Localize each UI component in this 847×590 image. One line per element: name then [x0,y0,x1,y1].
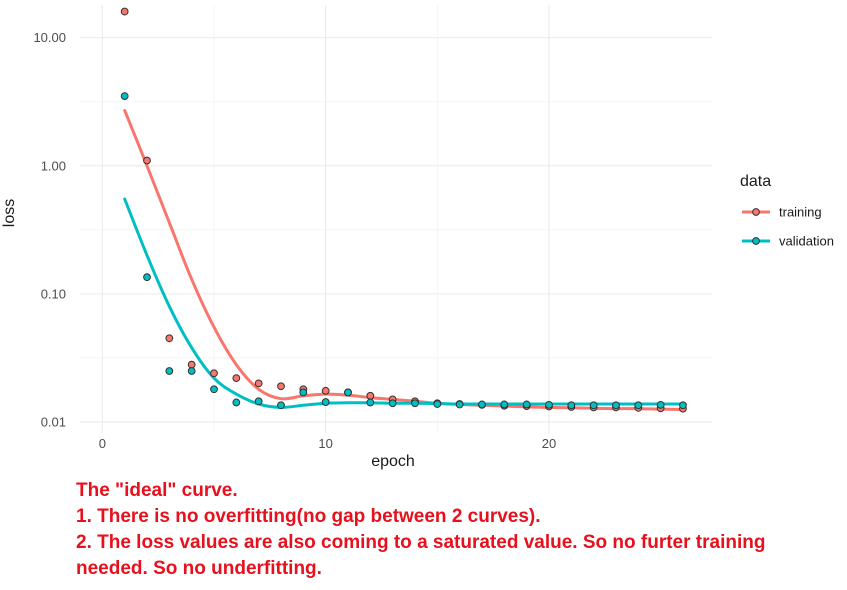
validation-point [567,401,576,410]
validation-point [679,401,687,410]
caption-line-2: 1. There is no overfitting(no gap betwee… [76,506,541,527]
training-point [187,360,196,369]
validation-point [232,398,241,407]
smoothed-lines [123,109,685,411]
validation-point [366,398,375,407]
y-tick-label: 10.00 [33,30,66,45]
training-smooth-line [123,109,685,411]
validation-point [478,400,486,409]
training-point [277,382,285,391]
validation-point [455,400,464,409]
x-axis-title: epoch [371,453,415,470]
x-tick-labels: 0 10 20 [99,436,556,451]
caption: The "ideal" curve. 1. There is no overfi… [76,478,836,582]
validation-smooth-line [123,197,685,409]
legend: data training validation [740,173,834,249]
x-tick-label: 0 [99,436,106,451]
validation-point [612,401,620,410]
legend-label-validation: validation [779,234,834,249]
validation-point [277,401,285,410]
validation-point [388,399,397,408]
validation-point [589,401,598,410]
validation-point [299,388,308,397]
validation-point [634,401,643,410]
y-tick-label: 0.10 [41,286,66,301]
training-point [254,379,263,388]
y-tick-label: 0.01 [41,414,66,429]
grid [80,5,712,433]
training-point [321,386,330,395]
validation-point [522,400,531,409]
caption-line-3: 2. The loss values are also coming to a … [76,532,766,579]
legend-key-point-training [752,208,760,216]
validation-point [321,398,330,406]
validation-point [656,400,665,409]
training-point [120,7,129,16]
y-tick-labels: 0.01 0.10 1.00 10.00 [33,30,66,429]
training-point [210,369,218,378]
validation-point [344,388,352,397]
validation-point [254,397,263,406]
validation-point [143,273,151,282]
y-tick-label: 1.00 [41,158,66,173]
y-axis-title: loss [1,199,18,227]
validation-point [500,400,509,409]
validation-point [210,385,218,394]
training-point [232,374,241,383]
x-tick-label: 20 [542,436,556,451]
data-points [120,7,687,413]
training-point [165,334,174,343]
training-point [143,156,151,165]
caption-line-1: The "ideal" curve. [76,480,238,501]
legend-key-point-validation [752,237,760,245]
x-tick-label: 10 [318,436,332,451]
legend-title: data [740,173,771,190]
validation-point [120,92,129,100]
loss-chart: 0.01 0.10 1.00 10.00 0 10 20 epoch loss data … [1,5,834,470]
legend-label-training: training [779,205,822,220]
validation-point [187,367,196,375]
validation-point [165,367,174,375]
validation-point [411,399,419,408]
training-point [366,391,375,400]
validation-point [545,400,553,409]
validation-point [433,400,442,408]
